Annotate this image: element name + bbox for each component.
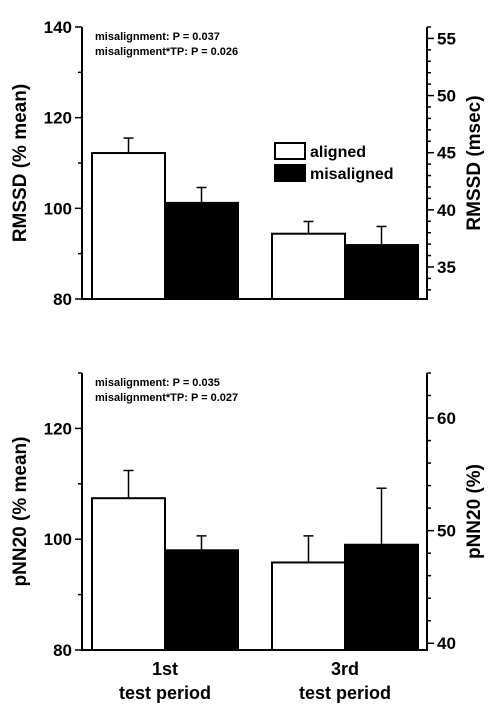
legend-label-aligned: aligned: [310, 144, 366, 161]
left-tick-label: 100: [44, 199, 72, 218]
left-y-axis-label: RMSSD (% mean): [10, 84, 31, 242]
left-y-axis-label: pNN20 (% mean): [10, 437, 31, 587]
stats-annotation: misalignment*TP: P = 0.026: [95, 46, 238, 58]
bar-misaligned-1st: [164, 201, 239, 300]
bar-misaligned-3rd: [344, 543, 419, 651]
bar-aligned-1st: [91, 152, 166, 300]
bar-misaligned-3rd: [344, 244, 419, 300]
legend-label-misaligned: misaligned: [310, 166, 394, 183]
right-y-axis-label: pNN20 (%): [464, 464, 485, 559]
right-tick-label: 45: [437, 144, 456, 163]
bar-aligned-3rd: [271, 561, 346, 652]
right-y-axis-label: RMSSD (msec): [464, 95, 485, 230]
left-tick-label: 80: [53, 641, 72, 660]
left-tick-label: 80: [53, 290, 72, 309]
right-tick-label: 55: [437, 29, 456, 48]
right-tick-label: 35: [437, 258, 456, 277]
x-axis-title: test period: [119, 683, 211, 703]
legend-swatch-misaligned: [274, 164, 306, 182]
bar-aligned-1st: [91, 497, 166, 652]
stats-annotation: misalignment*TP: P = 0.027: [95, 392, 238, 404]
right-tick-label: 40: [437, 634, 456, 653]
legend-swatch-aligned: [274, 142, 306, 160]
right-tick-label: 50: [437, 87, 456, 106]
stats-annotation: misalignment: P = 0.035: [95, 377, 220, 389]
right-tick-label: 60: [437, 409, 456, 428]
right-tick-label: 40: [437, 201, 456, 220]
x-category-label: 1st: [152, 659, 178, 679]
stats-annotation: misalignment: P = 0.037: [95, 31, 220, 43]
left-tick-label: 140: [44, 18, 72, 37]
bar-aligned-3rd: [271, 232, 346, 300]
right-tick-label: 50: [437, 522, 456, 541]
x-category-label: 3rd: [331, 659, 359, 679]
bar-misaligned-1st: [164, 549, 239, 652]
x-axis-title: test period: [299, 683, 391, 703]
left-tick-label: 100: [44, 530, 72, 549]
left-tick-label: 120: [44, 109, 72, 128]
left-tick-label: 120: [44, 419, 72, 438]
